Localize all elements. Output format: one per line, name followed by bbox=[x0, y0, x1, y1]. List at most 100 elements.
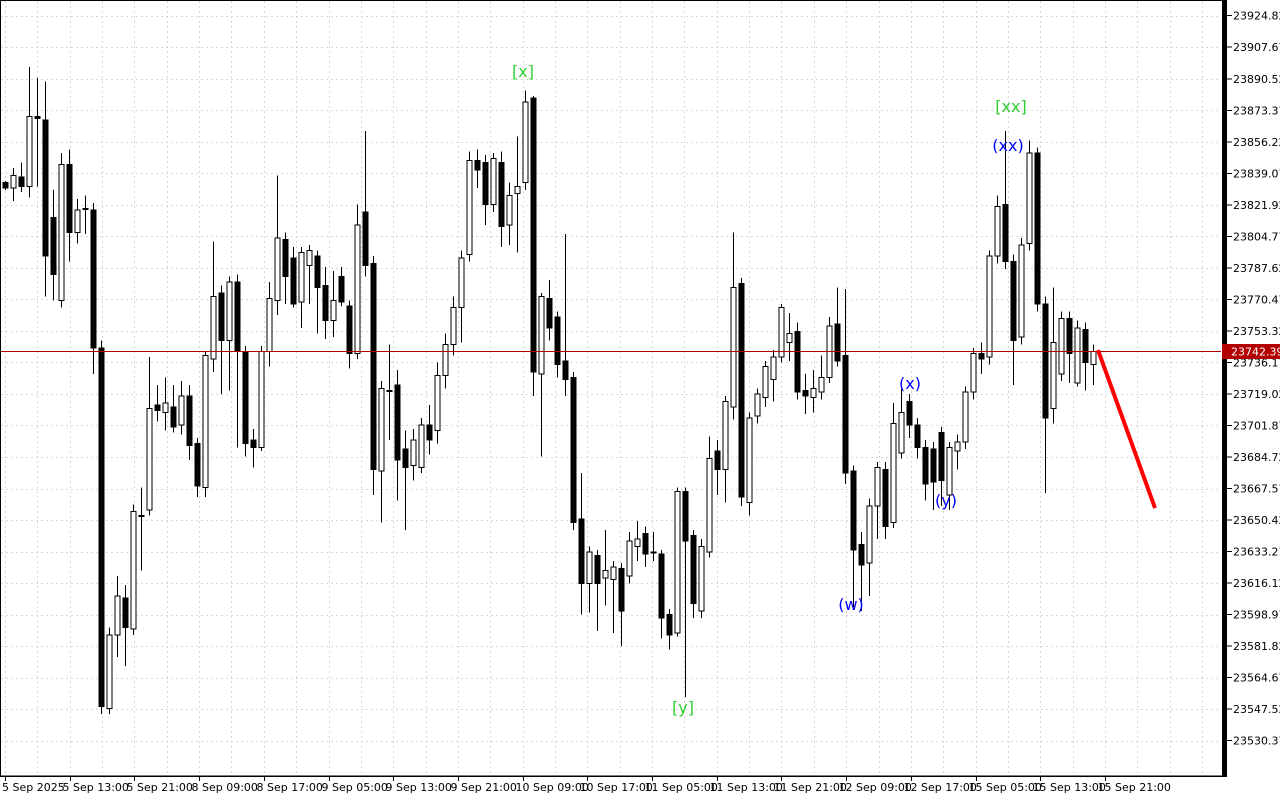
candle-bull bbox=[74, 209, 81, 233]
wave-label[interactable]: [xx] bbox=[995, 97, 1026, 116]
candle-bear bbox=[570, 376, 577, 524]
candle-bear bbox=[482, 161, 489, 206]
price-tick-label: 23581.82 bbox=[1233, 640, 1280, 653]
candle-bear bbox=[794, 330, 801, 393]
time-tick-label: 8 Sep 09:00 bbox=[192, 781, 258, 794]
time-tick-label: 5 Sep 2025 bbox=[2, 781, 65, 794]
candle-bear bbox=[18, 176, 25, 187]
candle-bull bbox=[706, 457, 713, 553]
candle-bear bbox=[290, 257, 297, 305]
time-tick-label: 15 Sep 21:00 bbox=[1098, 781, 1171, 794]
price-tick-label: 23719.02 bbox=[1233, 388, 1280, 401]
candle-bear bbox=[834, 323, 841, 362]
candle-bull bbox=[746, 417, 753, 503]
wave-label[interactable]: (w) bbox=[838, 595, 864, 614]
price-tick-label: 23564.67 bbox=[1233, 672, 1280, 685]
candle-bear bbox=[98, 347, 105, 707]
candle-bull bbox=[10, 174, 17, 189]
candle-bull bbox=[730, 286, 737, 408]
candle-bull bbox=[306, 250, 313, 266]
candle-bear bbox=[42, 119, 49, 257]
candle-bear bbox=[578, 518, 585, 584]
candle-bull bbox=[762, 365, 769, 399]
price-tick-label: 23821.92 bbox=[1233, 199, 1280, 212]
candle-bull bbox=[634, 538, 641, 548]
candle-bull bbox=[1090, 351, 1097, 366]
price-axis[interactable]: 23924.82 23907.67 23890.52 23873.37 23856.22… bbox=[0, 0, 1280, 777]
candle-bear bbox=[1066, 318, 1073, 355]
candle-bear bbox=[242, 351, 249, 445]
wave-label[interactable]: [y] bbox=[672, 698, 694, 717]
candle-bull bbox=[522, 101, 529, 184]
candle-bull bbox=[954, 441, 961, 452]
candle-bear bbox=[2, 182, 9, 189]
candle-bull bbox=[602, 569, 609, 579]
price-tick-label: 23839.07 bbox=[1233, 167, 1280, 180]
price-tick-label: 23530.37 bbox=[1233, 735, 1280, 748]
price-tick-label: 23616.12 bbox=[1233, 577, 1280, 590]
candle-bear bbox=[186, 395, 193, 446]
candle-bull bbox=[162, 402, 169, 413]
candle-bull bbox=[410, 439, 417, 467]
candle-bull bbox=[378, 387, 385, 472]
candle-bull bbox=[138, 514, 145, 517]
candle-bear bbox=[906, 400, 913, 426]
candle-bull bbox=[874, 467, 881, 507]
wave-label[interactable]: (y) bbox=[935, 491, 957, 510]
candle-bear bbox=[914, 424, 921, 448]
time-tick-label: 9 Sep 21:00 bbox=[451, 781, 517, 794]
candle-bear bbox=[50, 217, 57, 276]
candle-bull bbox=[210, 296, 217, 360]
price-tick-label: 23873.37 bbox=[1233, 104, 1280, 117]
candles-series bbox=[2, 66, 1097, 714]
candle-bear bbox=[282, 239, 289, 277]
candle-bear bbox=[362, 211, 369, 266]
candle-bull bbox=[450, 307, 457, 345]
candle-bear bbox=[658, 553, 665, 619]
time-tick-label: 12 Sep 09:00 bbox=[839, 781, 912, 794]
candle-bear bbox=[802, 389, 809, 397]
wave-label[interactable]: (xx) bbox=[992, 136, 1023, 155]
candle-bear bbox=[858, 544, 865, 566]
candle-bull bbox=[650, 551, 657, 554]
candle-bull bbox=[106, 634, 113, 709]
candle-bear bbox=[34, 115, 41, 119]
candle-bull bbox=[994, 206, 1001, 257]
price-tick-label: 23684.72 bbox=[1233, 451, 1280, 464]
candle-bull bbox=[298, 251, 305, 303]
candle-bear bbox=[642, 533, 649, 555]
candle-bull bbox=[82, 207, 89, 210]
price-tick-label: 23547.52 bbox=[1233, 703, 1280, 716]
candle-bull bbox=[1074, 327, 1081, 384]
candle-bear bbox=[618, 568, 625, 612]
price-tick-label: 23701.87 bbox=[1233, 419, 1280, 432]
trendline[interactable] bbox=[1096, 349, 1157, 509]
candle-bull bbox=[1058, 318, 1065, 375]
candle-bull bbox=[962, 391, 969, 443]
candle-bear bbox=[1002, 204, 1009, 263]
candle-bull bbox=[898, 411, 905, 454]
candle-bull bbox=[274, 237, 281, 301]
candle-bull bbox=[890, 422, 897, 524]
wave-label[interactable]: [x] bbox=[512, 62, 534, 81]
candle-bull bbox=[330, 299, 337, 321]
candle-bull bbox=[970, 353, 977, 393]
price-tick-label: 23907.67 bbox=[1233, 41, 1280, 54]
time-tick-label: 11 Sep 13:00 bbox=[710, 781, 783, 794]
price-tick-label: 23753.32 bbox=[1233, 325, 1280, 338]
candle-bull bbox=[514, 185, 521, 195]
candle-bear bbox=[594, 555, 601, 584]
candle-bull bbox=[506, 194, 513, 226]
candle-bull bbox=[354, 224, 361, 355]
candle-bear bbox=[314, 255, 321, 288]
time-tick-label: 9 Sep 13:00 bbox=[386, 781, 452, 794]
candle-bear bbox=[530, 97, 537, 373]
candle-bear bbox=[1082, 329, 1089, 364]
candle-bear bbox=[882, 468, 889, 527]
wave-label[interactable]: (x) bbox=[899, 374, 921, 393]
candle-bull bbox=[58, 163, 65, 301]
candle-bull bbox=[586, 551, 593, 584]
